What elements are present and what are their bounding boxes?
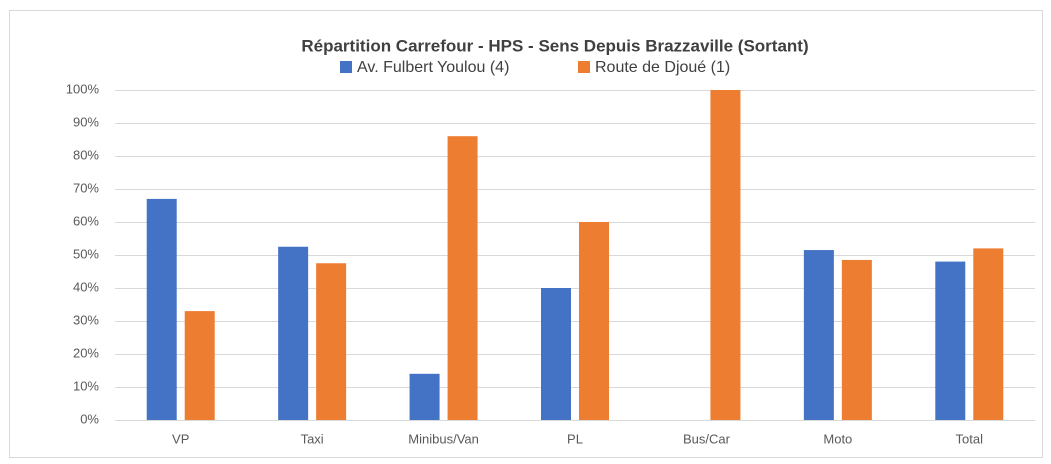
bar xyxy=(841,259,872,420)
bar xyxy=(935,261,966,420)
y-tick-label: 30% xyxy=(73,312,99,327)
x-tick-label: Bus/Car xyxy=(683,431,731,446)
bar xyxy=(579,222,609,420)
y-tick-label: 80% xyxy=(73,147,99,162)
legend-label: Av. Fulbert Youlou (4) xyxy=(357,59,509,76)
x-tick-label: Minibus/Van xyxy=(408,431,479,446)
y-tick-label: 70% xyxy=(73,180,99,195)
legend-swatch xyxy=(340,61,352,73)
bar xyxy=(541,288,571,420)
x-tick-label: VP xyxy=(172,431,189,446)
x-tick-label: Taxi xyxy=(301,431,324,446)
bar xyxy=(803,250,834,420)
y-tick-label: 10% xyxy=(73,378,99,393)
bar xyxy=(447,136,478,420)
legend-label: Route de Djoué (1) xyxy=(595,59,730,76)
bar xyxy=(316,263,347,420)
y-tick-label: 40% xyxy=(73,279,99,294)
bar xyxy=(710,90,741,420)
y-tick-label: 60% xyxy=(73,213,99,228)
x-tick-label: Moto xyxy=(823,431,852,446)
bar xyxy=(973,248,1004,420)
x-tick-label: PL xyxy=(567,431,583,446)
chart-title: Répartition Carrefour - HPS - Sens Depui… xyxy=(301,36,808,55)
x-tick-label: Total xyxy=(956,431,984,446)
y-tick-label: 20% xyxy=(73,345,99,360)
bar xyxy=(184,311,215,420)
bar xyxy=(146,198,177,420)
y-tick-label: 0% xyxy=(80,411,99,426)
bar xyxy=(409,373,440,420)
bar xyxy=(278,246,309,420)
y-tick-label: 100% xyxy=(66,81,100,96)
y-tick-label: 90% xyxy=(73,114,99,129)
legend-swatch xyxy=(578,61,590,73)
y-tick-label: 50% xyxy=(73,246,99,261)
